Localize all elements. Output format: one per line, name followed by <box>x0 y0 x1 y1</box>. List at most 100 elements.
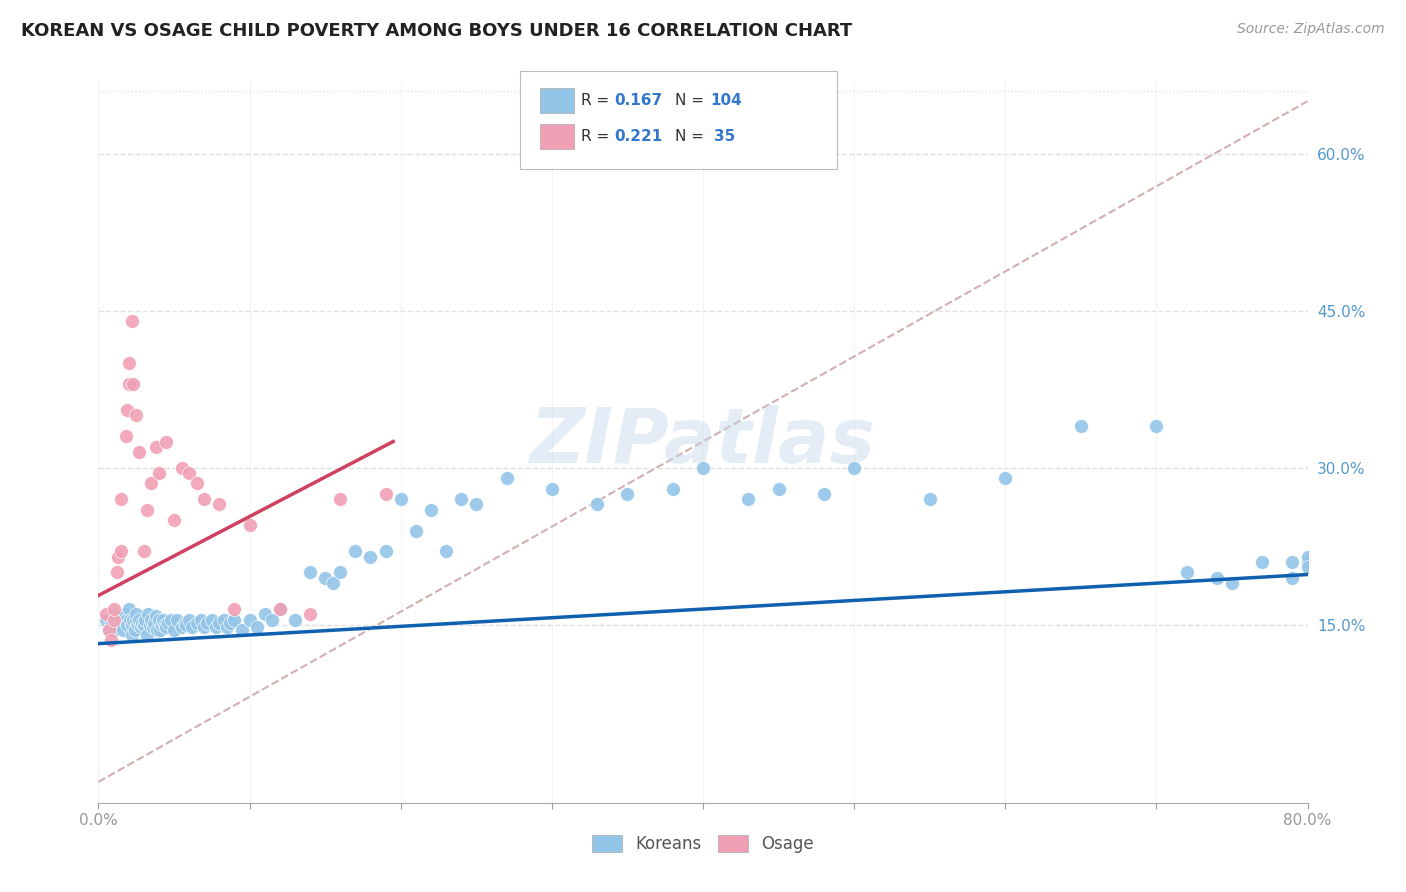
Point <box>148 613 170 627</box>
Point <box>186 615 208 630</box>
Text: KOREAN VS OSAGE CHILD POVERTY AMONG BOYS UNDER 16 CORRELATION CHART: KOREAN VS OSAGE CHILD POVERTY AMONG BOYS… <box>21 22 852 40</box>
Point <box>1281 571 1303 585</box>
Point <box>616 487 638 501</box>
Point <box>1296 549 1319 564</box>
Point <box>768 482 790 496</box>
Point <box>269 602 291 616</box>
Point <box>98 623 121 637</box>
Point <box>994 471 1017 485</box>
Point <box>105 613 128 627</box>
Point <box>190 613 212 627</box>
Point <box>322 575 344 590</box>
Text: Source: ZipAtlas.com: Source: ZipAtlas.com <box>1237 22 1385 37</box>
Point <box>94 613 117 627</box>
Point <box>94 607 117 622</box>
Point <box>145 609 167 624</box>
Point <box>122 613 145 627</box>
Point <box>1220 575 1243 590</box>
Point <box>115 617 138 632</box>
Point <box>692 460 714 475</box>
Point <box>329 492 352 507</box>
Point <box>450 492 472 507</box>
Point <box>103 613 125 627</box>
Point <box>374 544 396 558</box>
Point <box>107 617 129 632</box>
Point <box>1296 560 1319 574</box>
Point <box>1144 418 1167 433</box>
Point <box>224 613 246 627</box>
Point <box>284 613 307 627</box>
Point <box>170 460 193 475</box>
Text: ZIPatlas: ZIPatlas <box>530 405 876 478</box>
Point <box>360 549 382 564</box>
Point <box>148 466 170 480</box>
Point <box>105 566 128 580</box>
Point <box>215 620 238 634</box>
Point <box>179 613 201 627</box>
Point <box>299 566 322 580</box>
Point <box>195 615 218 630</box>
Point <box>139 617 162 632</box>
Point <box>132 617 155 632</box>
Point <box>134 613 156 627</box>
Point <box>405 524 427 538</box>
Point <box>208 615 231 630</box>
Text: N =: N = <box>675 94 709 108</box>
Text: 104: 104 <box>710 94 742 108</box>
Point <box>1281 555 1303 569</box>
Point <box>193 492 215 507</box>
Point <box>103 607 125 622</box>
Point <box>153 617 176 632</box>
Point <box>269 602 291 616</box>
Point <box>420 502 443 516</box>
Text: 0.167: 0.167 <box>614 94 662 108</box>
Point <box>118 356 141 370</box>
Point <box>120 613 142 627</box>
Point <box>114 429 136 443</box>
Point <box>1296 555 1319 569</box>
Point <box>1175 566 1198 580</box>
Point <box>813 487 835 501</box>
Point <box>142 620 165 634</box>
Point <box>495 471 517 485</box>
Point <box>212 613 235 627</box>
Point <box>129 620 152 634</box>
Point <box>737 492 759 507</box>
Point <box>125 607 148 622</box>
Point <box>135 628 157 642</box>
Point <box>374 487 396 501</box>
Point <box>124 623 146 637</box>
Point <box>540 482 562 496</box>
Point <box>150 617 173 632</box>
Point <box>141 613 163 627</box>
Point <box>208 497 231 511</box>
Point <box>314 571 336 585</box>
Point <box>103 602 125 616</box>
Point <box>231 623 253 637</box>
Point <box>163 513 186 527</box>
Point <box>100 633 122 648</box>
Point <box>170 620 193 634</box>
Point <box>118 602 141 616</box>
Point <box>186 476 208 491</box>
Point <box>239 518 262 533</box>
Point <box>299 607 322 622</box>
Point <box>201 613 224 627</box>
Point <box>246 620 269 634</box>
Point <box>163 623 186 637</box>
Point <box>127 617 149 632</box>
Point <box>100 617 122 632</box>
Point <box>145 440 167 454</box>
Point <box>110 544 132 558</box>
Text: R =: R = <box>581 94 614 108</box>
Point <box>149 623 172 637</box>
Point <box>112 607 135 622</box>
Point <box>156 615 179 630</box>
Point <box>98 623 121 637</box>
Point <box>219 615 242 630</box>
Point <box>110 613 132 627</box>
Point <box>135 502 157 516</box>
Point <box>193 620 215 634</box>
Point <box>918 492 941 507</box>
Point <box>586 497 609 511</box>
